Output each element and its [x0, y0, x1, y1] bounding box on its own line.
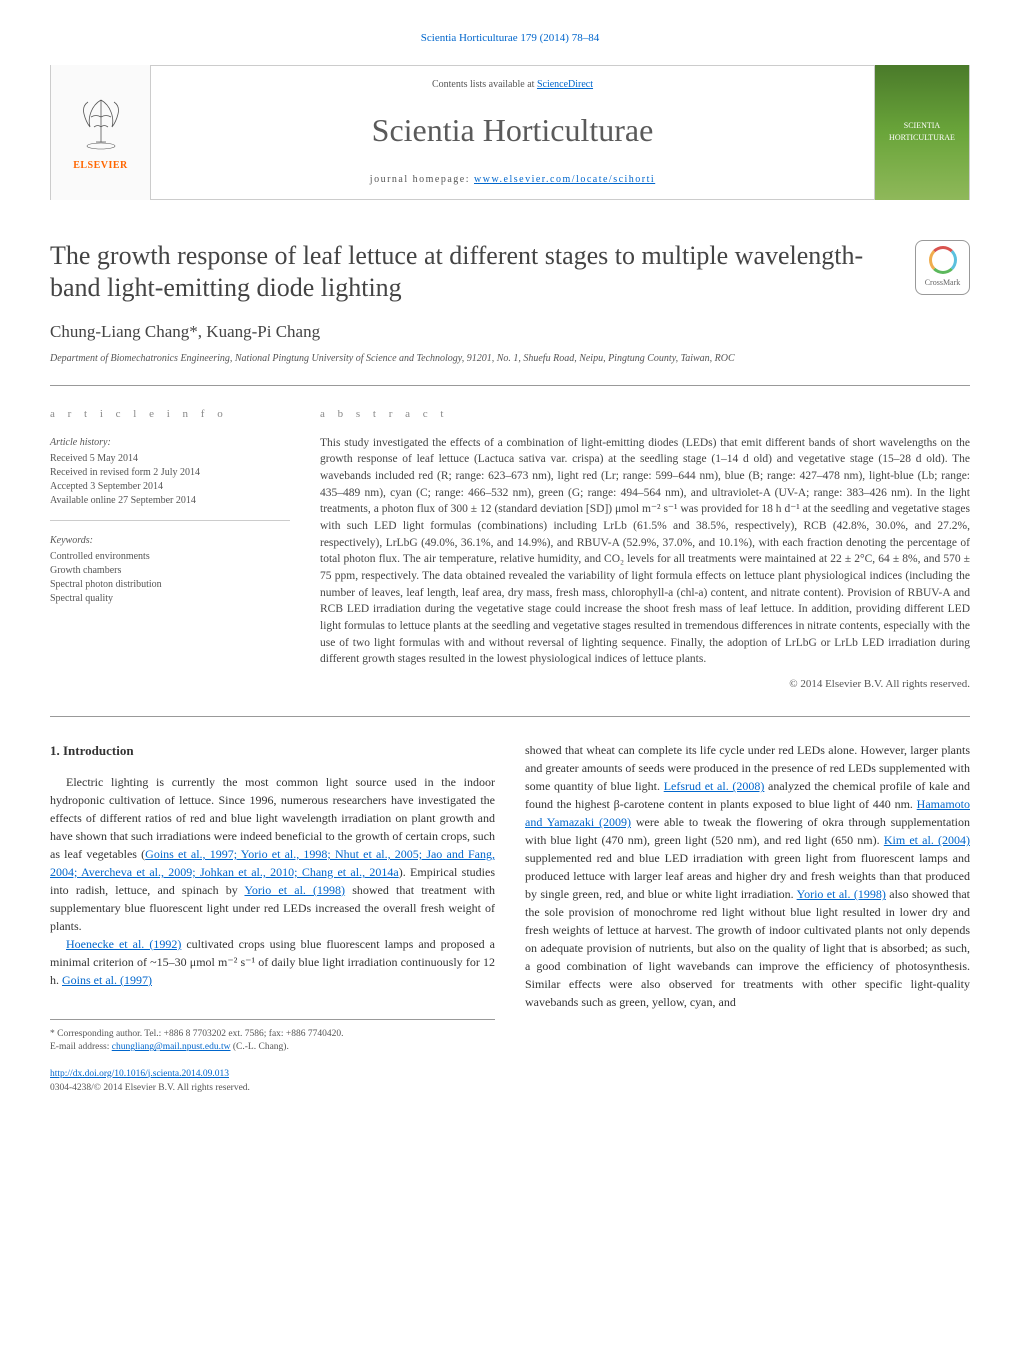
title-row: The growth response of leaf lettuce at d…: [50, 240, 970, 305]
contents-prefix: Contents lists available at: [432, 79, 537, 90]
keyword-1: Growth chambers: [50, 564, 290, 578]
sciencedirect-link[interactable]: ScienceDirect: [537, 79, 593, 90]
body-right-p1: showed that wheat can complete its life …: [525, 741, 970, 1011]
cover-label: SCIENTIA HORTICULTURAE: [879, 120, 965, 144]
ref-link-r1[interactable]: Lefsrud et al. (2008): [664, 779, 765, 793]
homepage-line: journal homepage: www.elsevier.com/locat…: [159, 172, 866, 187]
article-history-block: Article history: Received 5 May 2014 Rec…: [50, 435, 290, 521]
homepage-url-link[interactable]: www.elsevier.com/locate/scihorti: [474, 174, 655, 185]
section-number: 1.: [50, 743, 60, 758]
abstract-text: This study investigated the effects of a…: [320, 435, 970, 668]
body-column-left: 1. Introduction Electric lighting is cur…: [50, 741, 495, 1095]
keywords-label: Keywords:: [50, 533, 290, 548]
article-info-column: a r t i c l e i n f o Article history: R…: [50, 406, 290, 692]
keywords-block: Keywords: Controlled environments Growth…: [50, 533, 290, 618]
section-title: Introduction: [63, 743, 134, 758]
crossmark-badge[interactable]: CrossMark: [915, 240, 970, 295]
ref-link-r3[interactable]: Kim et al. (2004): [884, 833, 970, 847]
affiliation: Department of Biomechatronics Engineerin…: [50, 352, 970, 365]
abstract-column: a b s t r a c t This study investigated …: [320, 406, 970, 692]
corresponding-line: * Corresponding author. Tel.: +886 8 770…: [50, 1028, 495, 1041]
email-suffix: (C.-L. Chang).: [231, 1042, 289, 1052]
body-p1: Electric lighting is currently the most …: [50, 773, 495, 935]
doi-block: http://dx.doi.org/10.1016/j.scienta.2014…: [50, 1067, 495, 1096]
header-center: Contents lists available at ScienceDirec…: [151, 69, 874, 195]
abstract-heading: a b s t r a c t: [320, 406, 970, 423]
publisher-logo: ELSEVIER: [51, 65, 151, 200]
ref-link-2[interactable]: Yorio et al. (1998): [244, 883, 345, 897]
keyword-0: Controlled environments: [50, 550, 290, 564]
article-title: The growth response of leaf lettuce at d…: [50, 240, 895, 305]
ref-link-4[interactable]: Goins et al. (1997): [62, 973, 152, 987]
info-abstract-row: a r t i c l e i n f o Article history: R…: [50, 406, 970, 692]
keyword-3: Spectral quality: [50, 592, 290, 606]
ref-link-3[interactable]: Hoenecke et al. (1992): [66, 937, 181, 951]
history-line-2: Accepted 3 September 2014: [50, 480, 290, 494]
contents-available-line: Contents lists available at ScienceDirec…: [159, 77, 866, 92]
history-line-3: Available online 27 September 2014: [50, 494, 290, 508]
header-citation: Scientia Horticulturae 179 (2014) 78–84: [50, 30, 970, 47]
ref-link-r4[interactable]: Yorio et al. (1998): [797, 887, 886, 901]
history-line-1: Received in revised form 2 July 2014: [50, 466, 290, 480]
body-columns: 1. Introduction Electric lighting is cur…: [50, 741, 970, 1095]
abstract-copyright: © 2014 Elsevier B.V. All rights reserved…: [320, 676, 970, 693]
divider-top: [50, 385, 970, 386]
issn-line: 0304-4238/© 2014 Elsevier B.V. All right…: [50, 1081, 495, 1095]
journal-cover-thumbnail: SCIENTIA HORTICULTURAE: [874, 65, 969, 200]
doi-link[interactable]: http://dx.doi.org/10.1016/j.scienta.2014…: [50, 1069, 229, 1079]
keyword-2: Spectral photon distribution: [50, 578, 290, 592]
journal-header-box: ELSEVIER Contents lists available at Sci…: [50, 65, 970, 200]
history-label: Article history:: [50, 435, 290, 450]
body-p2: Hoenecke et al. (1992) cultivated crops …: [50, 935, 495, 989]
crossmark-icon: [929, 246, 957, 274]
authors: Chung-Liang Chang*, Kuang-Pi Chang: [50, 319, 970, 345]
divider-bottom: [50, 716, 970, 717]
homepage-prefix: journal homepage:: [370, 174, 474, 185]
corresponding-author-footer: * Corresponding author. Tel.: +886 8 770…: [50, 1019, 495, 1055]
publisher-name: ELSEVIER: [73, 158, 128, 173]
section-heading-intro: 1. Introduction: [50, 741, 495, 761]
crossmark-label: CrossMark: [925, 277, 961, 289]
email-link[interactable]: chungliang@mail.npust.edu.tw: [112, 1042, 231, 1052]
history-line-0: Received 5 May 2014: [50, 452, 290, 466]
body-column-right: showed that wheat can complete its life …: [525, 741, 970, 1095]
email-label: E-mail address:: [50, 1042, 112, 1052]
elsevier-tree-icon: [76, 92, 126, 152]
email-line: E-mail address: chungliang@mail.npust.ed…: [50, 1041, 495, 1054]
journal-name: Scientia Horticulturae: [159, 106, 866, 154]
article-info-heading: a r t i c l e i n f o: [50, 406, 290, 423]
rp1-e: also showed that the sole provision of m…: [525, 887, 970, 1009]
